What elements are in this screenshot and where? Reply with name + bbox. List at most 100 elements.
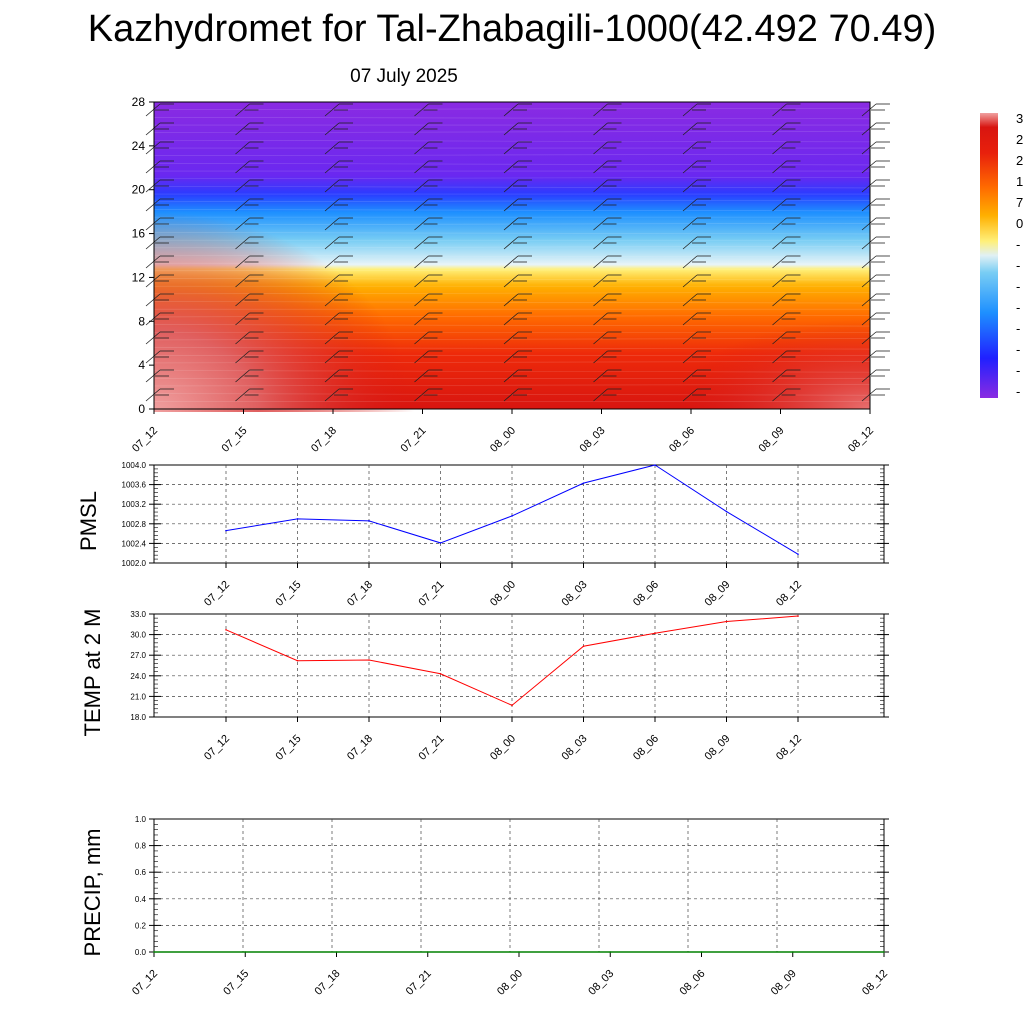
x-tick-label: 07_21	[404, 968, 434, 998]
wind-barb-staff	[503, 274, 519, 288]
wind-barb-staff	[593, 103, 608, 117]
contour-line	[153, 232, 871, 235]
wind-barb	[682, 388, 711, 402]
wind-barb	[235, 236, 264, 250]
y-tick-label: 8	[138, 314, 145, 328]
wind-barb-staff	[414, 312, 429, 326]
wind-barb-staff	[772, 331, 787, 345]
contour-line	[153, 246, 871, 249]
wind-barb	[861, 236, 890, 250]
wind-barb	[324, 388, 353, 402]
wind-barb-staff	[414, 255, 429, 269]
contour-line	[153, 199, 871, 203]
wind-barb	[593, 141, 622, 155]
wind-barb	[145, 179, 174, 193]
x-tick-label: 07_15	[221, 968, 251, 998]
y-tick-label: 0.0	[135, 948, 147, 957]
wind-barb-staff	[145, 293, 161, 307]
wind-barb-staff	[235, 236, 250, 250]
wind-barb-staff	[145, 236, 161, 250]
wind-barb	[145, 350, 174, 364]
wind-barb	[324, 274, 353, 288]
wind-barb	[414, 255, 443, 269]
wind-barb-staff	[593, 255, 608, 269]
wind-barb	[503, 103, 532, 117]
wind-barb-staff	[235, 217, 250, 231]
wind-barb-staff	[145, 255, 161, 269]
wind-barb	[503, 255, 532, 269]
wind-barb	[772, 388, 801, 402]
y-axis-label: TEMP at 2 M	[80, 609, 105, 737]
wind-barb	[324, 369, 353, 383]
wind-barb-staff	[772, 388, 787, 402]
colorbar-label: 7	[1016, 195, 1023, 210]
wind-barb	[682, 179, 711, 193]
data-point	[511, 704, 513, 707]
y-tick-label: 27.0	[130, 651, 146, 660]
colorbar-label: -	[1016, 300, 1020, 315]
wind-barb	[772, 312, 801, 326]
wind-barb	[235, 331, 264, 345]
wind-barb	[414, 141, 443, 155]
wind-barb	[324, 217, 353, 231]
wind-barb	[235, 312, 264, 326]
x-tick-label: 08_06	[678, 968, 708, 998]
wind-barb	[235, 198, 264, 212]
wind-barb-staff	[772, 122, 787, 136]
x-tick-label: 08_12	[774, 579, 804, 609]
wind-barb	[414, 369, 443, 383]
x-tick-label: 07_21	[417, 579, 447, 609]
wind-barb-staff	[772, 369, 787, 383]
colorbar-label: -	[1016, 363, 1020, 378]
wind-barb-staff	[414, 274, 429, 288]
x-tick-label: 08_06	[631, 733, 661, 763]
wind-barb	[235, 122, 264, 136]
wind-barb	[682, 141, 711, 155]
wind-barb	[861, 255, 890, 269]
wind-barb-staff	[503, 255, 519, 269]
wind-barb	[145, 160, 174, 174]
wind-barb-staff	[145, 217, 161, 231]
wind-barb	[861, 122, 890, 136]
wind-barb-staff	[503, 312, 519, 326]
contour-line	[153, 209, 871, 212]
wind-barb-staff	[324, 141, 340, 155]
wind-barb	[414, 103, 443, 117]
wind-barb-staff	[145, 160, 161, 174]
wind-barb	[145, 274, 174, 288]
data-point	[296, 518, 299, 520]
wind-barb	[235, 160, 264, 174]
contour-line	[153, 269, 871, 272]
wind-barb-staff	[145, 141, 161, 155]
wind-barb	[503, 312, 532, 326]
contour-line	[153, 176, 871, 180]
contour-line	[153, 163, 871, 166]
x-tick-label: 07_15	[274, 579, 304, 609]
wind-barb-staff	[682, 350, 698, 364]
wind-barb	[503, 122, 532, 136]
wind-barb-staff	[235, 122, 250, 136]
wind-barb	[145, 122, 174, 136]
wind-barb	[503, 274, 532, 288]
wind-barb-staff	[414, 369, 429, 383]
wind-barb-staff	[593, 293, 608, 307]
x-tick-label: 07_21	[399, 425, 429, 455]
contour-line	[153, 384, 871, 387]
wind-barb	[772, 141, 801, 155]
x-tick-label: 08_00	[488, 733, 518, 763]
wind-barb	[772, 331, 801, 345]
colorbar-label: -	[1016, 279, 1020, 294]
panel-frame	[153, 464, 885, 564]
x-tick-label: 08_00	[495, 968, 525, 998]
wind-barb-staff	[861, 293, 877, 307]
data-point	[518, 951, 520, 953]
wind-barb	[861, 160, 890, 174]
wind-barb	[861, 350, 890, 364]
wind-barb	[593, 293, 622, 307]
wind-barb	[772, 293, 801, 307]
data-point	[439, 542, 442, 544]
wind-barb	[503, 160, 532, 174]
y-tick-label: 1004.0	[122, 461, 147, 470]
wind-barb-staff	[861, 122, 877, 136]
wind-barb-staff	[503, 141, 519, 155]
